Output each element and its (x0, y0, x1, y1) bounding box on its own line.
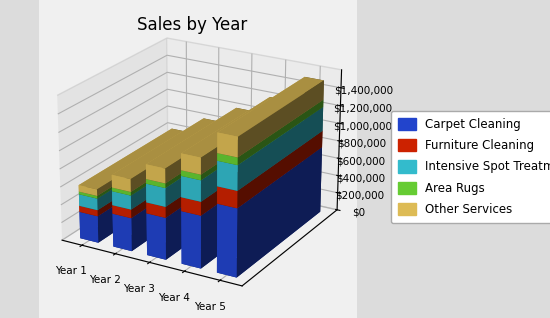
Text: Sales by Year: Sales by Year (138, 16, 248, 34)
Legend: Carpet Cleaning, Furniture Cleaning, Intensive Spot Treatment, Area Rugs, Other : Carpet Cleaning, Furniture Cleaning, Int… (391, 111, 550, 223)
